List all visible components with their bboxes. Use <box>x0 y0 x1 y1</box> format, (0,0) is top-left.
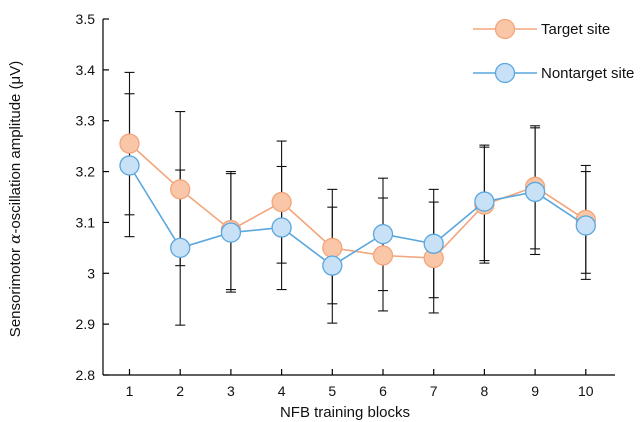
data-point <box>220 222 242 243</box>
x-tick-label: 10 <box>578 383 594 399</box>
x-tick-label: 9 <box>531 383 539 399</box>
axes: 2.8 2.9 3 3.1 3.2 3.3 3.4 3.5 1 2 3 4 5 6 7 8 9 10 <box>76 11 615 399</box>
x-tick-label: 3 <box>227 383 235 399</box>
y-axis-title-symbol: α <box>6 234 24 244</box>
y-axis-title-suffix: -oscillation amplitude (μV) <box>7 61 24 234</box>
x-tick-label: 7 <box>430 383 438 399</box>
data-point <box>372 223 394 245</box>
data-point <box>524 181 546 203</box>
x-tick-label: 4 <box>278 383 286 399</box>
y-axis-title-prefix: Sensorimotor <box>7 244 24 337</box>
legend-label: Nontarget site <box>541 65 634 82</box>
legend-item-nontarget-site: Nontarget site <box>473 62 634 84</box>
y-axis-title: Sensorimotor α-oscillation amplitude (μV… <box>6 61 24 337</box>
legend-item-target-site: Target site <box>473 18 610 40</box>
x-axis-title: NFB training blocks <box>280 404 410 421</box>
y-tick-label: 3.5 <box>76 11 96 27</box>
series-line-target-site <box>128 143 587 259</box>
legend: Target site Nontarget site <box>473 18 634 84</box>
series-nontarget-site <box>119 155 596 276</box>
x-tick-label: 6 <box>379 383 387 399</box>
y-tick-label: 3 <box>87 265 95 281</box>
y-tick-label: 3.2 <box>76 164 96 180</box>
legend-marker <box>494 62 516 84</box>
data-point <box>322 237 343 259</box>
data-point <box>119 155 140 176</box>
data-point <box>474 191 495 212</box>
y-tick-label: 3.1 <box>76 214 96 230</box>
y-tick-label: 3.3 <box>76 113 96 129</box>
data-point <box>170 237 191 259</box>
error-bars-nontarget-site <box>124 93 591 326</box>
y-tick-label: 3.4 <box>76 62 96 78</box>
y-tick-label: 2.8 <box>76 367 96 383</box>
x-tick-label: 2 <box>176 383 184 399</box>
data-point <box>372 245 394 266</box>
data-point <box>322 255 343 276</box>
data-point <box>170 179 191 200</box>
data-point <box>575 215 596 236</box>
data-point <box>271 191 292 213</box>
data-point <box>423 233 444 254</box>
series-line-nontarget-site <box>128 165 587 267</box>
data-point <box>271 217 292 238</box>
y-tick-label: 2.9 <box>76 316 96 332</box>
data-point <box>119 133 140 154</box>
x-tick-label: 8 <box>481 383 489 399</box>
legend-marker <box>494 18 516 40</box>
x-tick-label: 5 <box>328 383 336 399</box>
x-tick-label: 1 <box>126 383 134 399</box>
series-target-site <box>119 133 596 269</box>
legend-label: Target site <box>541 21 610 38</box>
plot-area <box>119 71 596 326</box>
